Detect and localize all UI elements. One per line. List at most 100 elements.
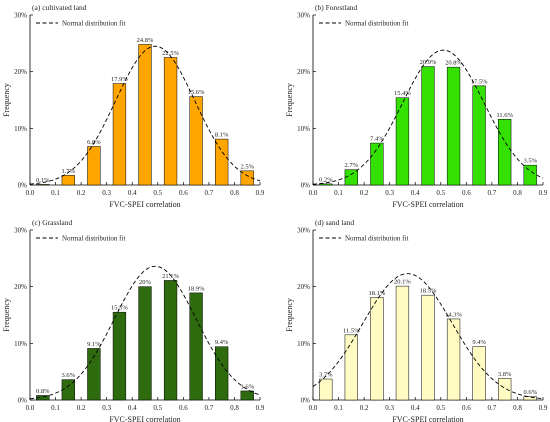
bar-value-label: 11.5%	[343, 327, 360, 334]
panel-title: (b) Forestland	[315, 3, 358, 12]
bar	[36, 395, 50, 401]
x-tick-label: 0.3	[385, 404, 394, 412]
x-tick-label: 0.1	[334, 404, 343, 412]
bar-value-label: 20%	[139, 279, 152, 286]
bar	[163, 280, 178, 401]
chart-panel-1: 0% 10% 20% 30% 0.0 0.1 0.2 0.3 0.4 0.5 0.6 0.7 0.8 0.…	[285, 3, 548, 209]
bar	[395, 285, 410, 401]
y-tick-label: 10%	[297, 125, 310, 133]
bar-value-label: 20.1%	[394, 279, 411, 286]
bar-value-label: 22.5%	[162, 50, 179, 57]
x-tick-label: 0.1	[334, 189, 343, 197]
bar	[446, 66, 461, 186]
x-tick-label: 0.9	[539, 404, 548, 412]
bar-value-label: 3.6%	[62, 372, 76, 379]
bar-value-label: 21.1%	[162, 273, 179, 280]
y-tick-label: 30%	[297, 12, 310, 20]
bar-value-label: 8.1%	[215, 132, 229, 139]
bar	[446, 318, 461, 401]
chart-panel-2: 0% 10% 20% 30% 0.0 0.1 0.2 0.3 0.4 0.5 0.6 0.7 0.8 0.…	[2, 218, 265, 422]
bar	[61, 175, 75, 186]
x-axis-label: FVC-SPEI correlation	[392, 415, 463, 422]
x-tick-label: 0.5	[153, 189, 162, 197]
x-tick-label: 0.7	[488, 404, 497, 412]
bar	[472, 85, 486, 186]
bar	[421, 294, 435, 401]
x-tick-label: 0.5	[436, 189, 445, 197]
bar	[370, 142, 384, 186]
legend-label: Normal distribution fit	[62, 20, 125, 28]
bar-value-label: 9.1%	[87, 341, 101, 348]
bar-value-label: 20.9%	[420, 59, 437, 66]
bar-value-label: 24.8%	[137, 37, 154, 44]
bar	[36, 184, 50, 186]
y-tick-label: 10%	[297, 340, 310, 348]
bar	[370, 297, 384, 401]
x-tick-label: 0.3	[102, 404, 111, 412]
x-tick-label: 0.3	[102, 189, 111, 197]
y-tick-label: 20%	[14, 283, 27, 291]
bar	[523, 396, 537, 401]
bar-value-label: 18.5%	[420, 288, 437, 295]
chart-panel-0: 0% 10% 20% 30% 0.0 0.1 0.2 0.3 0.4 0.5 0.6 0.7 0.8 0.…	[2, 3, 265, 209]
bar-value-label: 1.6%	[240, 383, 254, 390]
bar	[319, 183, 333, 186]
bar	[240, 170, 254, 186]
x-axis-label: FVC-SPEI correlation	[109, 200, 180, 209]
x-axis-label: FVC-SPEI correlation	[109, 415, 180, 422]
bar-value-label: 3.8%	[498, 371, 512, 378]
x-tick-label: 0.0	[309, 404, 318, 412]
y-axis-label: Frequency	[2, 83, 11, 117]
y-tick-label: 10%	[14, 340, 27, 348]
y-tick-label: 0%	[18, 397, 28, 405]
legend-label: Normal distribution fit	[345, 20, 408, 28]
x-tick-label: 0.4	[128, 404, 137, 412]
x-tick-label: 0.3	[385, 189, 394, 197]
x-tick-label: 0.1	[51, 189, 60, 197]
x-tick-label: 0.5	[153, 404, 162, 412]
bar	[240, 390, 254, 401]
bar	[138, 44, 152, 186]
chart-panel-3: 0% 10% 20% 30% 0.0 0.1 0.2 0.3 0.4 0.5 0.6 0.7 0.8 0.…	[285, 218, 548, 422]
bar-value-label: 3.5%	[523, 158, 537, 165]
bar-value-label: 9.4%	[215, 339, 229, 346]
x-tick-label: 0.8	[230, 189, 239, 197]
bar	[421, 66, 435, 186]
y-tick-label: 10%	[14, 125, 27, 133]
y-tick-label: 20%	[14, 68, 27, 76]
panel-title: (c) Grassland	[32, 218, 72, 227]
x-tick-label: 0.7	[205, 189, 214, 197]
x-tick-label: 0.5	[436, 404, 445, 412]
bar-value-label: 0.1%	[36, 177, 50, 184]
x-tick-label: 0.4	[128, 189, 137, 197]
bar	[112, 311, 127, 401]
bar-value-label: 14.3%	[445, 311, 462, 318]
y-tick-label: 0%	[301, 182, 311, 190]
bar	[319, 378, 333, 401]
x-tick-label: 0.0	[26, 404, 35, 412]
legend-label: Normal distribution fit	[345, 235, 408, 243]
x-tick-label: 0.9	[539, 189, 548, 197]
x-tick-label: 0.8	[230, 404, 239, 412]
y-axis-label: Frequency	[285, 83, 294, 117]
bar-value-label: 17.9%	[111, 76, 128, 83]
y-tick-label: 30%	[14, 12, 27, 20]
x-tick-label: 0.1	[51, 404, 60, 412]
y-tick-label: 20%	[297, 283, 310, 291]
bar-value-label: 20.8%	[445, 60, 462, 67]
x-axis-label: FVC-SPEI correlation	[392, 200, 463, 209]
bar-value-label: 15.6%	[188, 89, 205, 96]
x-tick-label: 0.6	[179, 189, 188, 197]
x-tick-label: 0.7	[488, 189, 497, 197]
bar-value-label: 7.4%	[370, 136, 384, 143]
normal-fit-curve	[312, 273, 544, 400]
x-tick-label: 0.8	[513, 404, 522, 412]
x-tick-label: 0.2	[360, 404, 369, 412]
bar-value-label: 2.5%	[240, 163, 254, 170]
bar-value-label: 17.5%	[471, 78, 488, 85]
x-tick-label: 0.9	[256, 189, 265, 197]
y-tick-label: 30%	[14, 227, 27, 235]
bar-value-label: 18.9%	[188, 285, 205, 292]
x-tick-label: 0.8	[513, 189, 522, 197]
